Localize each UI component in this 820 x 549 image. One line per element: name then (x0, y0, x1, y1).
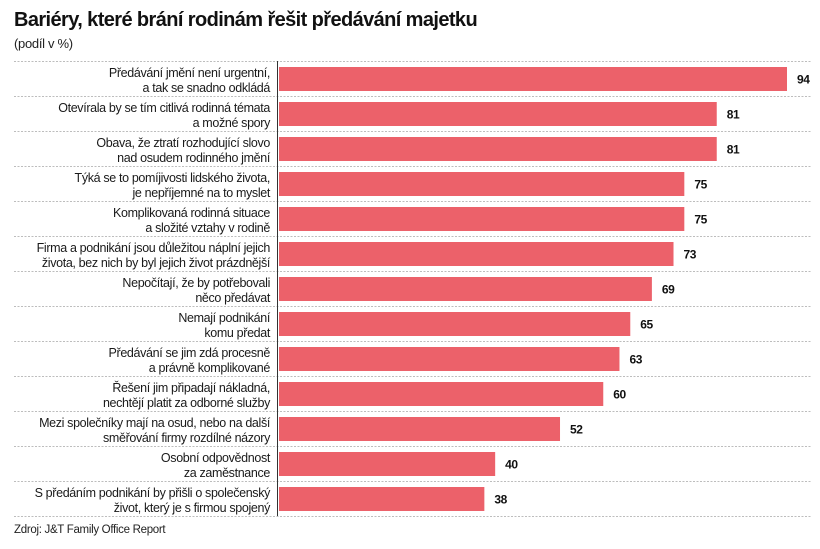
bar (279, 102, 717, 126)
category-label-line: Řešení jim připadají nákladná, (112, 380, 270, 395)
category-label-line: Předávání se jim zdá procesně (109, 346, 271, 360)
category-label-line: Obava, že ztratí rozhodující slovo (96, 136, 270, 150)
value-label: 81 (727, 143, 740, 157)
category-label-line: Týká se to pomíjivosti lidského života, (75, 171, 270, 185)
value-label: 73 (684, 248, 697, 262)
bar (279, 67, 787, 91)
bar (279, 137, 717, 161)
chart-subtitle: (podíl v %) (14, 36, 73, 51)
value-label: 75 (694, 178, 707, 192)
bar (279, 487, 485, 511)
category-label-line: a právně komplikované (149, 361, 271, 375)
bar (279, 452, 496, 476)
bars (279, 67, 787, 511)
value-label: 75 (694, 213, 707, 227)
category-label-line: a tak se snadno odkládá (143, 81, 271, 95)
bar (279, 242, 674, 266)
category-label: Nepočítají, že by potřebovali něco předáv… (122, 276, 270, 305)
category-label-line: Předávání jmění není urgentní, (109, 66, 270, 80)
category-label-line: Nemají podnikání (178, 311, 271, 325)
category-label-line: nad osudem rodinného jmění (117, 151, 271, 165)
bar (279, 312, 631, 336)
row-separators (14, 61, 812, 517)
category-label: Předávání jmění není urgentní, a tak se s… (109, 66, 271, 95)
category-label: Mezi společníky mají na osud, nebo na da… (39, 416, 271, 445)
category-label: Předávání se jim zdá procesně a právně ko… (109, 346, 271, 375)
chart-title: Bariéry, které brání rodinám řešit předá… (14, 9, 478, 31)
bar (279, 347, 620, 371)
bar (279, 172, 685, 196)
category-label: Obava, že ztratí rozhodující slovo nad os… (96, 136, 270, 165)
category-label-line: je nepříjemné na to myslet (131, 186, 270, 200)
category-label-line: Firma a podnikání jsou důležitou náplní … (37, 241, 271, 255)
source-note: Zdroj: J&T Family Office Report (14, 524, 166, 536)
category-label-line: směřování firmy rozdílné názory (103, 431, 271, 445)
bar (279, 277, 652, 301)
value-label: 60 (613, 388, 626, 402)
value-label: 40 (505, 458, 518, 472)
category-label: S předáním podnikání by přišli o společe… (35, 486, 272, 515)
category-label-line: život, který je s firmou spojený (114, 501, 271, 515)
category-label-line: Nepočítají, že by potřebovali (122, 276, 270, 290)
category-label-line: S předáním podnikání by přišli o společe… (35, 486, 272, 500)
category-label: Řešení jim připadají nákladná, nechtějí p… (103, 380, 271, 410)
category-labels: Předávání jmění není urgentní, a tak se s… (35, 66, 272, 515)
value-label: 81 (727, 108, 740, 122)
category-label: Komplikovaná rodinná situace a složité vz… (113, 206, 270, 235)
value-label: 69 (662, 283, 675, 297)
category-label: Týká se to pomíjivosti lidského života, j… (75, 171, 271, 200)
value-label: 63 (629, 353, 642, 367)
value-label: 65 (640, 318, 653, 332)
bar (279, 382, 604, 406)
category-label: Osobní odpovědnost za zaměstnance (161, 451, 271, 480)
category-label: Nemají podnikání komu předat (178, 311, 271, 340)
value-label: 94 (797, 73, 810, 87)
category-label-line: a možné spory (193, 116, 272, 130)
category-label-line: a složité vztahy v rodině (145, 221, 270, 235)
category-label-line: Mezi společníky mají na osud, nebo na da… (39, 416, 271, 430)
value-label: 38 (494, 493, 507, 507)
category-label-line: Komplikovaná rodinná situace (113, 206, 270, 220)
category-label-line: života, bez nich by byl jejich život prá… (42, 256, 271, 270)
category-label-line: něco předávat (195, 291, 271, 305)
category-label-line: Osobní odpovědnost (161, 451, 271, 465)
value-label: 52 (570, 423, 583, 437)
category-label-line: Otevírala by se tím citlivá rodinná téma… (58, 101, 270, 115)
bar (279, 417, 561, 441)
category-label: Firma a podnikání jsou důležitou náplní … (37, 241, 271, 270)
bar (279, 207, 685, 231)
value-labels: 94 81 81 75 75 73 69 65 63 60 52 40 38 (494, 73, 810, 507)
category-label: Otevírala by se tím citlivá rodinná téma… (58, 101, 271, 130)
category-label-line: za zaměstnance (184, 466, 271, 480)
category-label-line: nechtějí platit za odborné služby (103, 396, 271, 410)
category-label-line: komu předat (204, 326, 271, 340)
